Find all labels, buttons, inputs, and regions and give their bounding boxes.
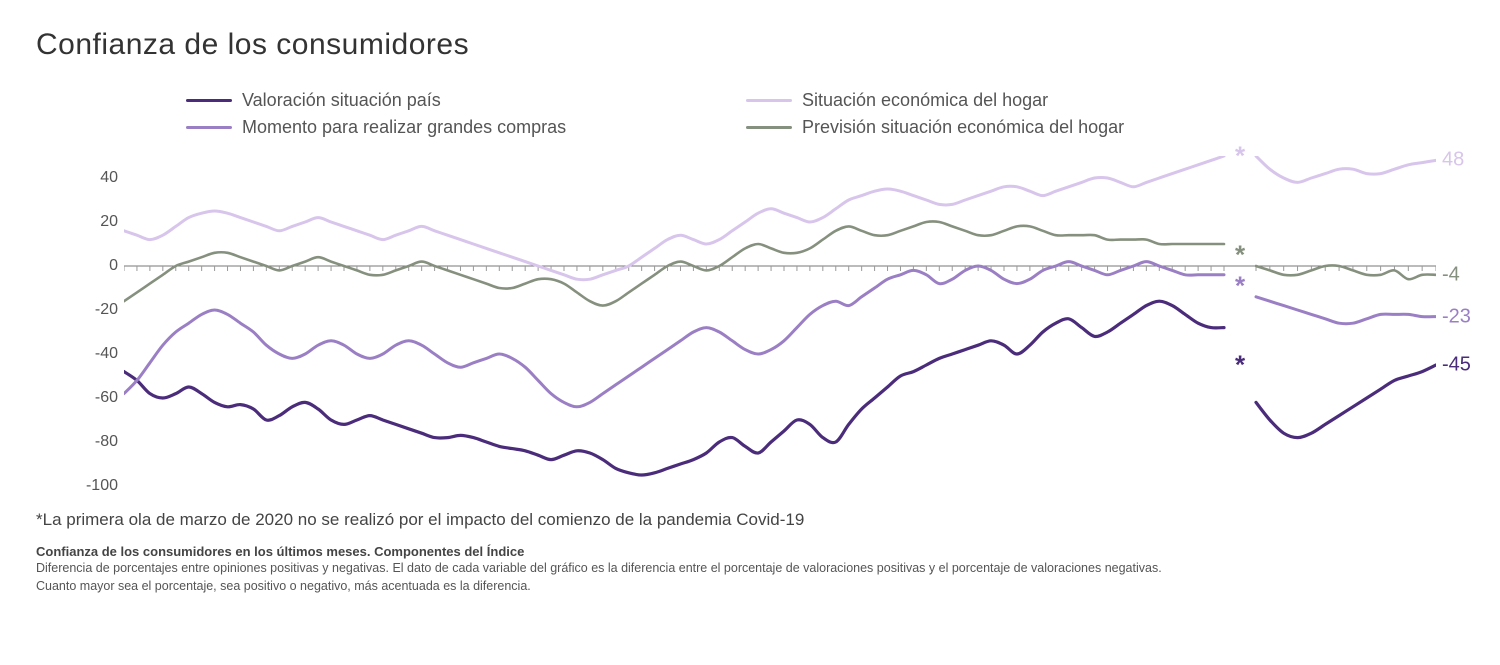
legend-item: Previsión situación económica del hogar [746, 117, 1306, 138]
y-tick-label: -100 [86, 477, 118, 495]
y-tick-label: 0 [109, 257, 118, 275]
end-label-pais: -45 [1442, 354, 1471, 377]
y-tick-label: -40 [95, 345, 118, 363]
caption: Confianza de los consumidores en los últ… [36, 544, 1464, 595]
legend: Valoración situación país Momento para re… [186, 90, 1464, 138]
legend-item: Momento para realizar grandes compras [186, 117, 746, 138]
gap-star-compras: * [1235, 270, 1245, 301]
legend-label: Previsión situación económica del hogar [802, 117, 1124, 138]
chart-svg [124, 156, 1436, 486]
legend-item: Situación económica del hogar [746, 90, 1306, 111]
caption-title: Confianza de los consumidores en los últ… [36, 544, 1464, 559]
footnote: *La primera ola de marzo de 2020 no se r… [36, 510, 1464, 530]
y-tick-label: 20 [100, 213, 118, 231]
y-tick-label: -60 [95, 389, 118, 407]
legend-column-right: Situación económica del hogar Previsión s… [746, 90, 1306, 138]
legend-swatch [746, 99, 792, 102]
y-axis: 40200-20-40-60-80-100 [36, 156, 124, 486]
page: Confianza de los consumidores Valoración… [0, 0, 1500, 665]
series-pais-pre [124, 301, 1224, 475]
gap-star-pais: * [1235, 350, 1245, 381]
gap-star-hogar: * [1235, 141, 1245, 172]
legend-item: Valoración situación país [186, 90, 746, 111]
legend-label: Momento para realizar grandes compras [242, 117, 566, 138]
legend-swatch [186, 126, 232, 129]
chart-title: Confianza de los consumidores [36, 28, 1464, 62]
end-label-hogar: 48 [1442, 149, 1464, 172]
series-compras-pre [124, 262, 1224, 407]
caption-line-2: Cuanto mayor sea el porcentaje, sea posi… [36, 577, 1464, 595]
legend-label: Valoración situación país [242, 90, 441, 111]
legend-swatch [746, 126, 792, 129]
caption-line-1: Diferencia de porcentajes entre opinione… [36, 559, 1464, 577]
end-label-compras: -23 [1442, 305, 1471, 328]
series-hogar-post [1256, 156, 1436, 182]
line-chart: 40200-20-40-60-80-100 **** -45-2348-4 [36, 156, 1456, 486]
y-tick-label: 40 [100, 169, 118, 187]
legend-column-left: Valoración situación país Momento para re… [186, 90, 746, 138]
gap-star-prevision: * [1235, 240, 1245, 271]
end-label-prevision: -4 [1442, 263, 1460, 286]
series-compras-post [1256, 297, 1436, 324]
y-tick-label: -20 [95, 301, 118, 319]
legend-label: Situación económica del hogar [802, 90, 1048, 111]
legend-swatch [186, 99, 232, 102]
y-tick-label: -80 [95, 433, 118, 451]
series-pais-post [1256, 365, 1436, 438]
series-prevision-post [1256, 265, 1436, 279]
series-hogar-pre [124, 156, 1224, 280]
plot-area [124, 156, 1436, 486]
